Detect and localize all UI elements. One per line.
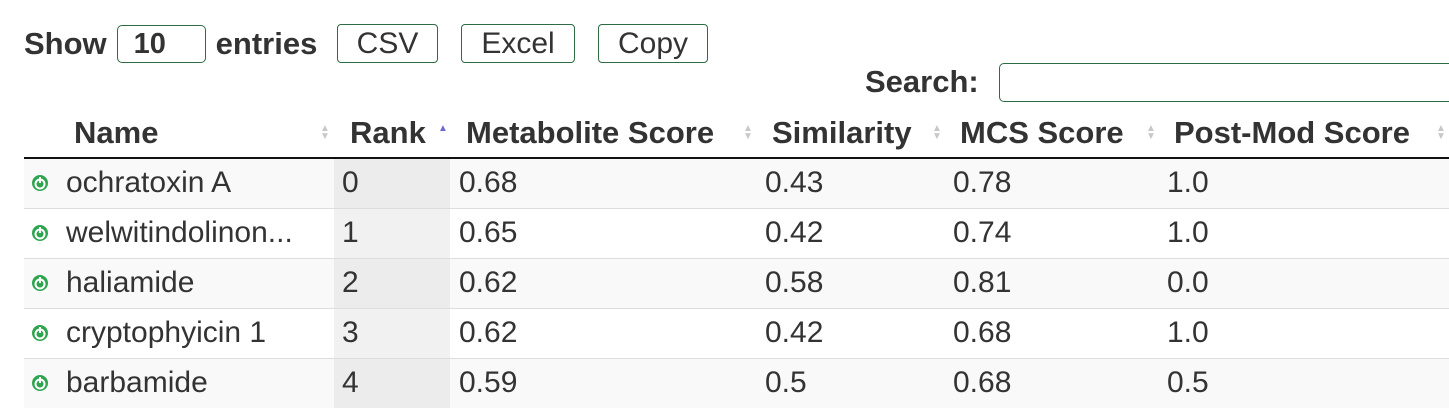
sort-icon: ▲ ▼ bbox=[1436, 123, 1446, 142]
plus-circle-icon[interactable] bbox=[31, 174, 49, 192]
similarity-cell: 0.42 bbox=[756, 207, 944, 258]
entries-label: entries bbox=[215, 26, 318, 61]
search-input[interactable] bbox=[999, 63, 1449, 102]
post-mod-score-cell: 0.0 bbox=[1158, 257, 1449, 308]
rank-cell: 1 bbox=[334, 207, 450, 258]
post-mod-score-cell: 1.0 bbox=[1158, 158, 1449, 208]
table-header-row: Name ▲▼ Rank ▲▼ Metabolite Score ▲▼ Simi… bbox=[24, 109, 1449, 159]
page-length-control: Show 10 entries bbox=[24, 24, 317, 64]
column-header-metabolite-score[interactable]: Metabolite Score ▲ ▼ bbox=[450, 109, 756, 159]
table-row[interactable]: barbamide 4 0.59 0.5 0.68 0.5 bbox=[24, 357, 1449, 408]
name-cell: haliamide bbox=[24, 257, 334, 308]
plus-circle-icon[interactable] bbox=[31, 324, 49, 342]
name-cell: barbamide bbox=[24, 357, 334, 408]
similarity-cell: 0.58 bbox=[756, 257, 944, 308]
results-table: Name ▲▼ Rank ▲▼ Metabolite Score ▲▼ Simi… bbox=[24, 109, 1449, 408]
post-mod-score-cell: 1.0 bbox=[1158, 207, 1449, 258]
table-row[interactable]: ochratoxin A 0 0.68 0.43 0.78 1.0 bbox=[24, 158, 1449, 208]
compound-name: haliamide bbox=[66, 266, 195, 299]
sort-icon: ▲ ▼ bbox=[320, 123, 330, 142]
name-cell-content: cryptophyicin 1 bbox=[24, 316, 334, 350]
sort-icon: ▲ ▼ bbox=[932, 123, 942, 142]
similarity-cell: 0.43 bbox=[756, 158, 944, 208]
similarity-cell: 0.42 bbox=[756, 307, 944, 358]
copy-button[interactable]: Copy bbox=[598, 24, 708, 63]
metabolite-score-cell: 0.59 bbox=[450, 357, 756, 408]
name-cell-content: ochratoxin A bbox=[24, 166, 334, 200]
metabolite-score-cell: 0.65 bbox=[450, 207, 756, 258]
rank-cell: 0 bbox=[334, 158, 450, 208]
name-cell-content: welwitindolinon... bbox=[24, 216, 334, 250]
plus-circle-icon[interactable] bbox=[31, 374, 49, 392]
name-cell-content: haliamide bbox=[24, 266, 334, 300]
plus-circle-icon[interactable] bbox=[31, 224, 49, 242]
name-cell: ochratoxin A bbox=[24, 158, 334, 208]
compound-name: ochratoxin A bbox=[66, 166, 232, 200]
page-length-select[interactable]: 10 bbox=[116, 25, 206, 63]
rank-cell: 3 bbox=[334, 307, 450, 358]
search-label: Search: bbox=[865, 64, 979, 99]
mcs-score-cell: 0.68 bbox=[944, 307, 1158, 358]
mcs-score-cell: 0.78 bbox=[944, 158, 1158, 208]
csv-export-button[interactable]: CSV bbox=[337, 24, 438, 63]
name-cell: welwitindolinon... bbox=[24, 207, 334, 258]
mcs-score-cell: 0.74 bbox=[944, 207, 1158, 258]
mcs-score-cell: 0.81 bbox=[944, 257, 1158, 308]
sort-icon: ▲ ▼ bbox=[743, 123, 753, 142]
metabolite-score-cell: 0.62 bbox=[450, 307, 756, 358]
sort-ascending-icon: ▲▼ bbox=[438, 123, 448, 134]
rank-cell: 4 bbox=[334, 357, 450, 408]
similarity-cell: 0.5 bbox=[756, 357, 944, 408]
name-cell-content: barbamide bbox=[24, 366, 334, 400]
compound-name: welwitindolinon... bbox=[66, 216, 293, 249]
post-mod-score-cell: 1.0 bbox=[1158, 307, 1449, 358]
table-row[interactable]: welwitindolinon... 1 0.65 0.42 0.74 1.0 bbox=[24, 207, 1449, 258]
show-label: Show bbox=[24, 26, 107, 61]
compound-name: cryptophyicin 1 bbox=[66, 316, 267, 349]
column-header-similarity[interactable]: Similarity ▲ ▼ bbox=[756, 109, 944, 159]
excel-export-button[interactable]: Excel bbox=[461, 24, 575, 63]
sort-icon: ▲ ▼ bbox=[1146, 123, 1156, 142]
column-header-rank[interactable]: Rank ▲▼ bbox=[334, 109, 450, 159]
table-row[interactable]: cryptophyicin 1 3 0.62 0.42 0.68 1.0 bbox=[24, 307, 1449, 358]
rank-cell: 2 bbox=[334, 257, 450, 308]
column-header-mcs-score[interactable]: MCS Score ▲ ▼ bbox=[944, 109, 1158, 159]
metabolite-score-cell: 0.68 bbox=[450, 158, 756, 208]
compound-name: barbamide bbox=[66, 366, 208, 400]
column-header-post-mod-score[interactable]: Post-Mod Score ▲ ▼ bbox=[1158, 109, 1449, 159]
column-header-name[interactable]: Name ▲ ▼ bbox=[24, 109, 334, 159]
mcs-score-cell: 0.68 bbox=[944, 357, 1158, 408]
metabolite-score-cell: 0.62 bbox=[450, 257, 756, 308]
table-row[interactable]: haliamide 2 0.62 0.58 0.81 0.0 bbox=[24, 257, 1449, 308]
plus-circle-icon[interactable] bbox=[31, 274, 49, 292]
name-cell: cryptophyicin 1 bbox=[24, 307, 334, 358]
post-mod-score-cell: 0.5 bbox=[1158, 357, 1449, 408]
